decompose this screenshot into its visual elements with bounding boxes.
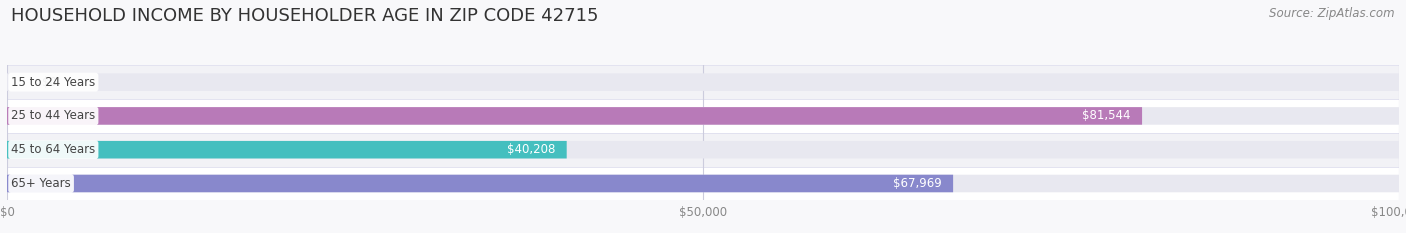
FancyBboxPatch shape: [7, 65, 1399, 99]
FancyBboxPatch shape: [7, 107, 1142, 125]
FancyBboxPatch shape: [7, 141, 1399, 158]
FancyBboxPatch shape: [7, 99, 1399, 133]
FancyBboxPatch shape: [7, 73, 1399, 91]
FancyBboxPatch shape: [7, 133, 1399, 167]
FancyBboxPatch shape: [7, 167, 1399, 200]
Text: $40,208: $40,208: [508, 143, 555, 156]
FancyBboxPatch shape: [7, 175, 1399, 192]
Text: $0: $0: [42, 76, 56, 89]
Text: $81,544: $81,544: [1083, 110, 1130, 122]
Text: Source: ZipAtlas.com: Source: ZipAtlas.com: [1270, 7, 1395, 20]
Text: 15 to 24 Years: 15 to 24 Years: [11, 76, 96, 89]
Text: 45 to 64 Years: 45 to 64 Years: [11, 143, 96, 156]
Text: 65+ Years: 65+ Years: [11, 177, 70, 190]
FancyBboxPatch shape: [7, 141, 567, 158]
Text: $67,969: $67,969: [893, 177, 942, 190]
FancyBboxPatch shape: [7, 107, 1399, 125]
Text: HOUSEHOLD INCOME BY HOUSEHOLDER AGE IN ZIP CODE 42715: HOUSEHOLD INCOME BY HOUSEHOLDER AGE IN Z…: [11, 7, 599, 25]
Text: 25 to 44 Years: 25 to 44 Years: [11, 110, 96, 122]
FancyBboxPatch shape: [7, 175, 953, 192]
